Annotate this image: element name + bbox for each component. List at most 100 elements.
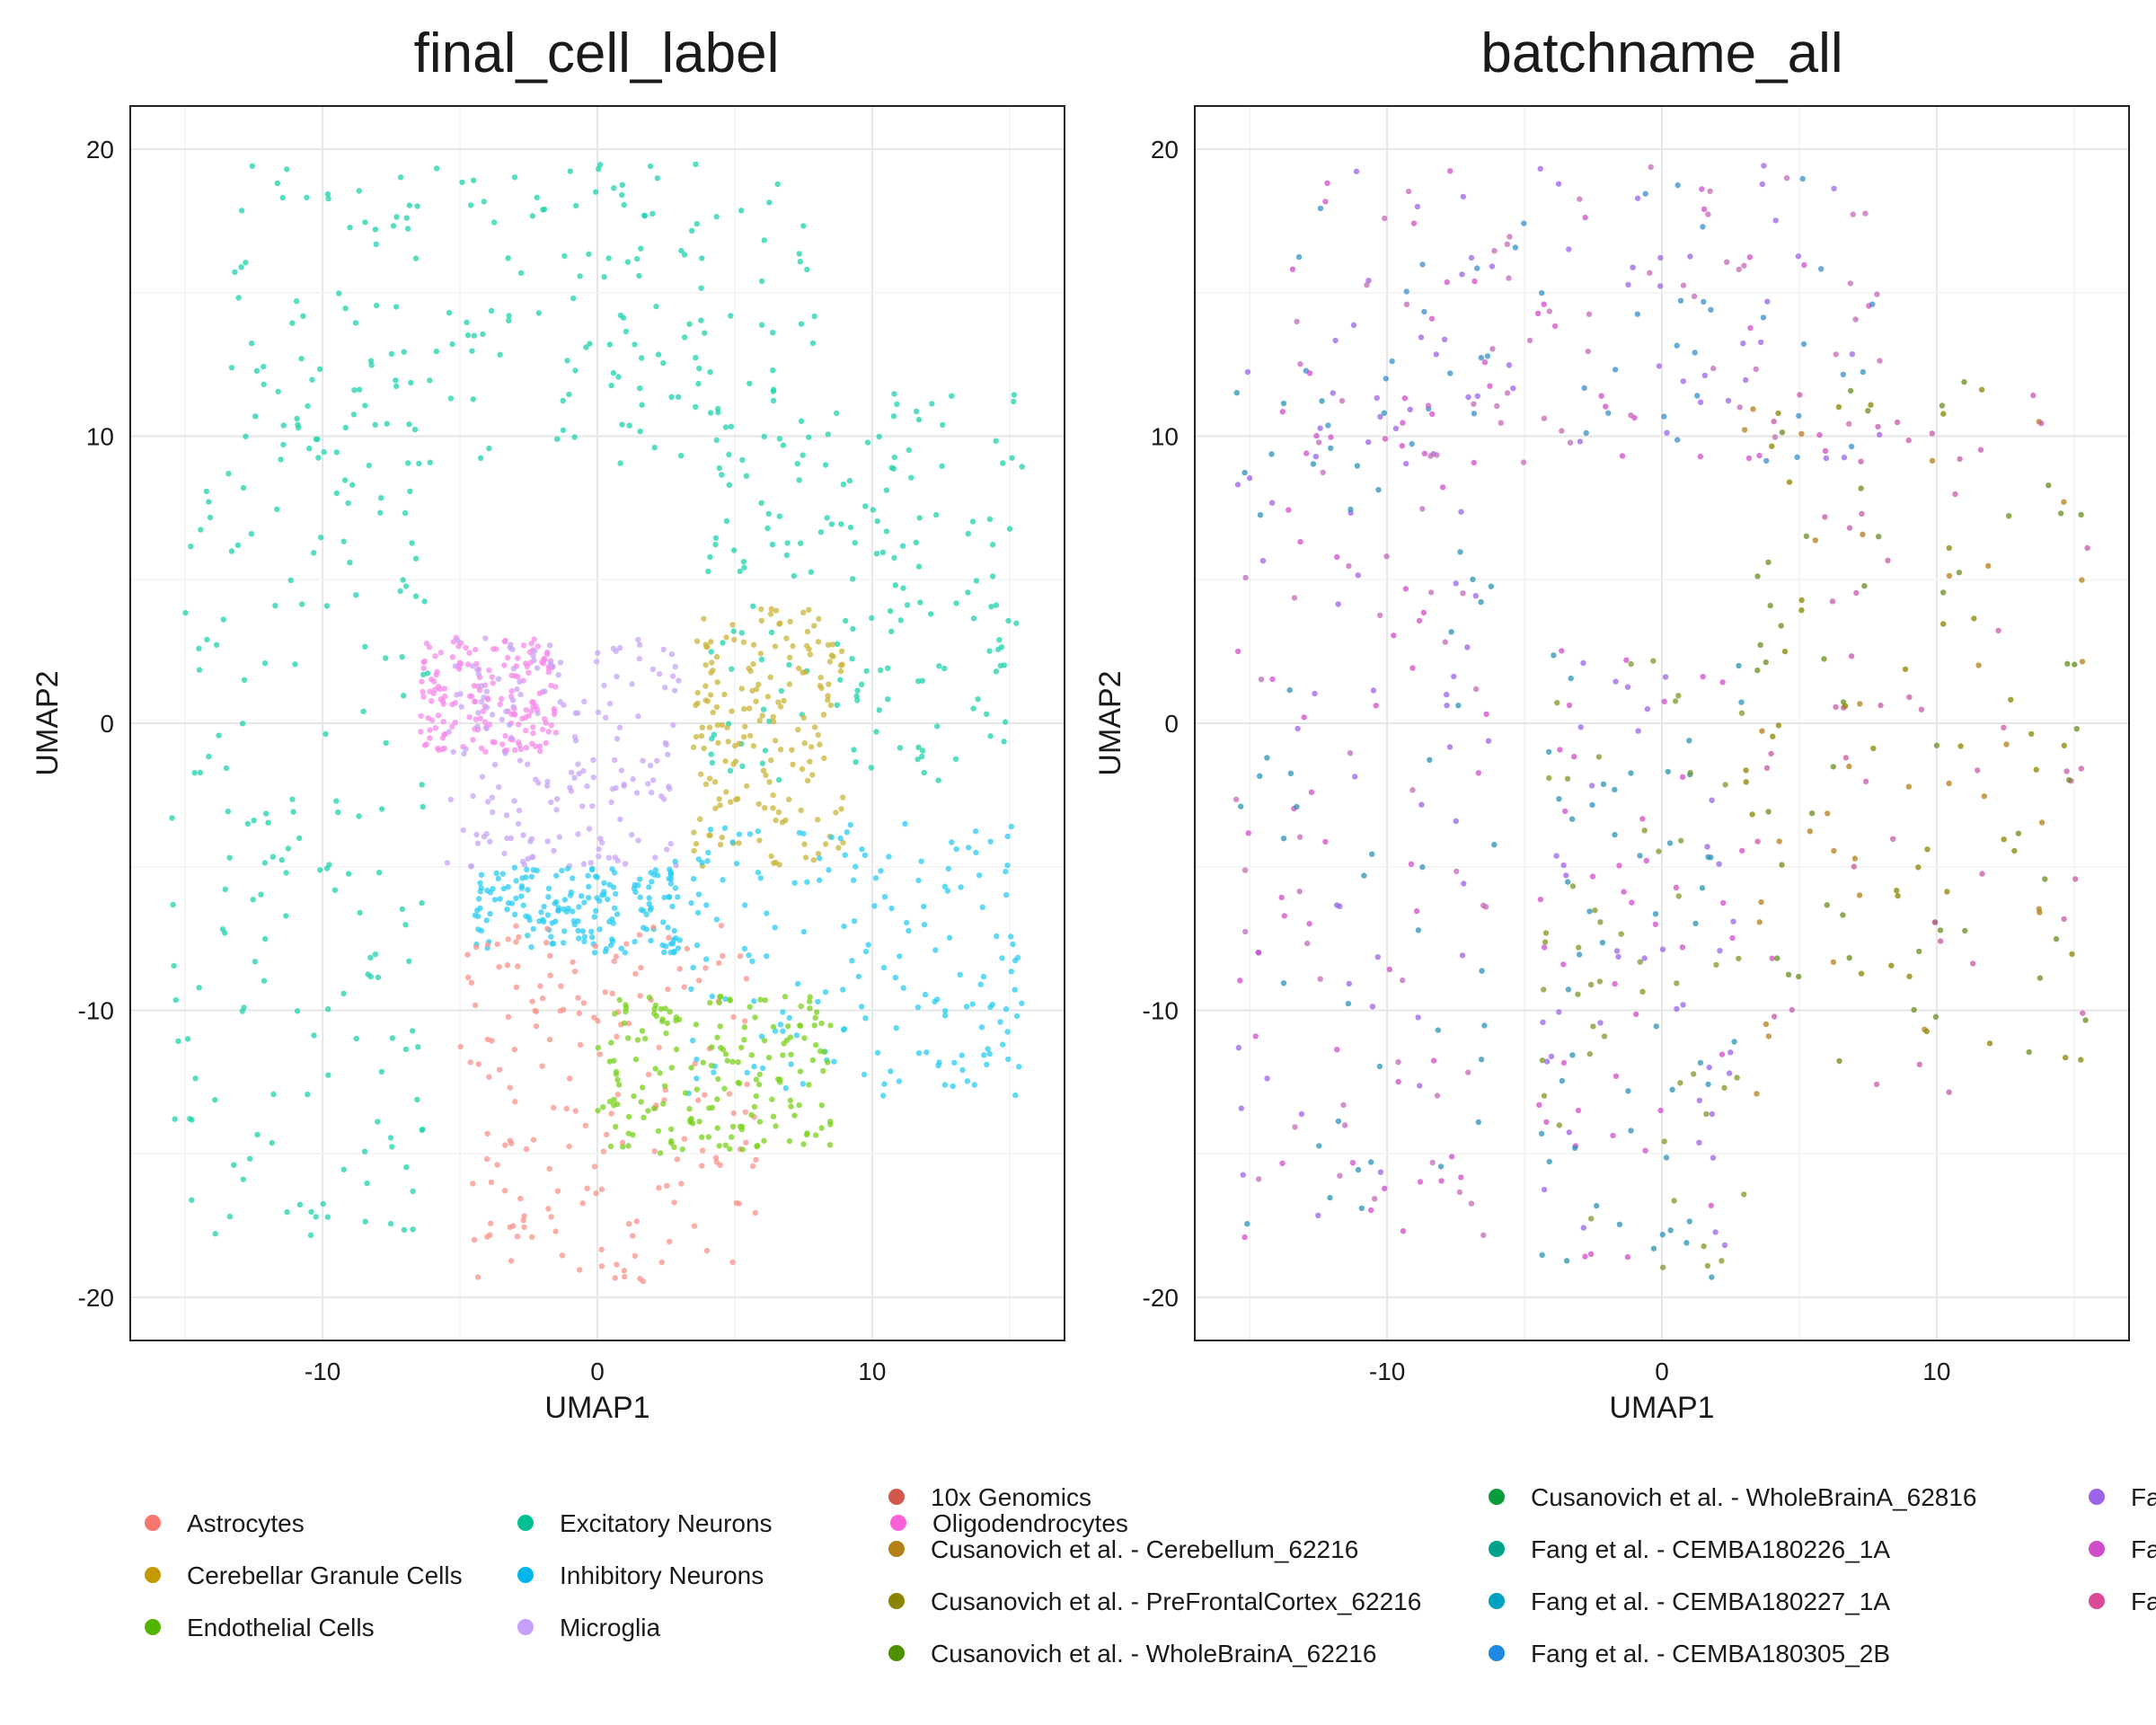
- scatter-point: [1680, 378, 1687, 385]
- scatter-point: [781, 697, 787, 704]
- y-tick-label: 0: [100, 710, 114, 738]
- scatter-point: [811, 623, 817, 629]
- scatter-point: [274, 506, 280, 512]
- scatter-point: [1675, 693, 1682, 699]
- scatter-point: [944, 888, 951, 894]
- scatter-point: [527, 838, 534, 845]
- scatter-point: [708, 1062, 715, 1069]
- scatter-point: [636, 656, 642, 662]
- scatter-point: [378, 806, 385, 812]
- scatter-point: [649, 789, 655, 796]
- scatter-point: [1559, 428, 1565, 434]
- scatter-point: [213, 641, 220, 648]
- scatter-point: [545, 894, 552, 900]
- scatter-point: [517, 678, 523, 685]
- scatter-point: [694, 942, 701, 949]
- scatter-point: [1874, 291, 1880, 297]
- scatter-point: [484, 799, 491, 805]
- scatter-point: [432, 653, 438, 659]
- scatter-point: [543, 720, 549, 726]
- scatter-point: [584, 1185, 590, 1191]
- scatter-point: [324, 1214, 331, 1220]
- scatter-point: [702, 330, 708, 336]
- scatter-point: [675, 894, 681, 900]
- scatter-point: [1350, 322, 1357, 329]
- scatter-point: [908, 474, 915, 481]
- scatter-point: [1741, 262, 1747, 269]
- scatter-point: [2066, 776, 2072, 783]
- scatter-point: [654, 175, 660, 181]
- scatter-point: [1644, 705, 1651, 712]
- scatter-point: [616, 996, 623, 1004]
- scatter-point: [1355, 572, 1362, 579]
- scatter-point: [480, 708, 486, 714]
- scatter-point: [1438, 1178, 1445, 1184]
- scatter-point: [389, 1144, 395, 1150]
- scatter-point: [972, 828, 979, 835]
- scatter-point: [729, 666, 735, 672]
- scatter-point: [599, 839, 605, 845]
- scatter-point: [916, 515, 923, 521]
- scatter-point: [855, 973, 862, 980]
- scatter-point: [474, 1274, 482, 1280]
- scatter-point: [676, 394, 682, 400]
- scatter-point: [523, 727, 529, 734]
- scatter-point: [530, 724, 536, 730]
- y-tick-label: -20: [1143, 1284, 1179, 1312]
- scatter-point: [543, 940, 550, 946]
- scatter-point: [1583, 429, 1589, 437]
- scatter-point: [1888, 962, 1895, 969]
- scatter-point: [1683, 1240, 1690, 1246]
- scatter-point: [1619, 453, 1626, 459]
- scatter-point: [1915, 864, 1922, 871]
- scatter-point: [576, 1010, 583, 1017]
- scatter-point: [1587, 1251, 1595, 1258]
- scatter-point: [1281, 913, 1288, 919]
- scatter-point: [1635, 728, 1641, 734]
- scatter-point: [652, 1066, 658, 1072]
- scatter-point: [619, 1139, 626, 1146]
- scatter-point: [730, 761, 737, 767]
- x-tick-label: 10: [1922, 1358, 1950, 1385]
- gridlines: [1195, 106, 2129, 1340]
- scatter-point: [449, 341, 455, 348]
- scatter-point: [575, 761, 581, 767]
- legend-label: Inhibitory Neurons: [560, 1561, 764, 1589]
- scatter-point: [528, 943, 535, 951]
- scatter-point: [551, 1104, 557, 1111]
- scatter-point: [203, 488, 210, 495]
- scatter-point: [421, 742, 429, 748]
- scatter-point: [1252, 1033, 1259, 1039]
- scatter-point: [709, 759, 715, 766]
- scatter-point: [1346, 562, 1352, 570]
- scatter-point: [1641, 827, 1648, 834]
- scatter-point: [517, 691, 524, 698]
- scatter-point: [1616, 1221, 1623, 1228]
- scatter-point: [1924, 846, 1931, 853]
- scatter-point: [1769, 443, 1775, 449]
- scatter-point: [758, 617, 764, 624]
- scatter-point: [726, 482, 732, 488]
- scatter-point: [425, 715, 431, 721]
- scatter-point: [673, 1046, 680, 1053]
- scatter-point: [399, 906, 405, 913]
- scatter-point: [762, 997, 768, 1004]
- scatter-point: [672, 687, 678, 694]
- scatter-point: [993, 602, 1000, 608]
- scatter-point: [893, 1025, 899, 1031]
- scatter-point: [1708, 1202, 1715, 1209]
- scatter-point: [1258, 677, 1265, 683]
- scatter-point: [552, 730, 560, 736]
- scatter-point: [270, 1091, 277, 1098]
- scatter-point: [804, 879, 810, 885]
- scatter-point: [477, 905, 483, 912]
- scatter-point: [477, 715, 483, 721]
- scatter-point: [241, 677, 248, 683]
- scatter-point: [552, 1228, 559, 1234]
- scatter-point: [526, 914, 532, 920]
- scatter-point: [1586, 1050, 1594, 1057]
- scatter-point: [806, 998, 813, 1004]
- scatter-point: [1437, 1163, 1445, 1170]
- scatter-point: [340, 538, 347, 544]
- scatter-point: [350, 411, 358, 418]
